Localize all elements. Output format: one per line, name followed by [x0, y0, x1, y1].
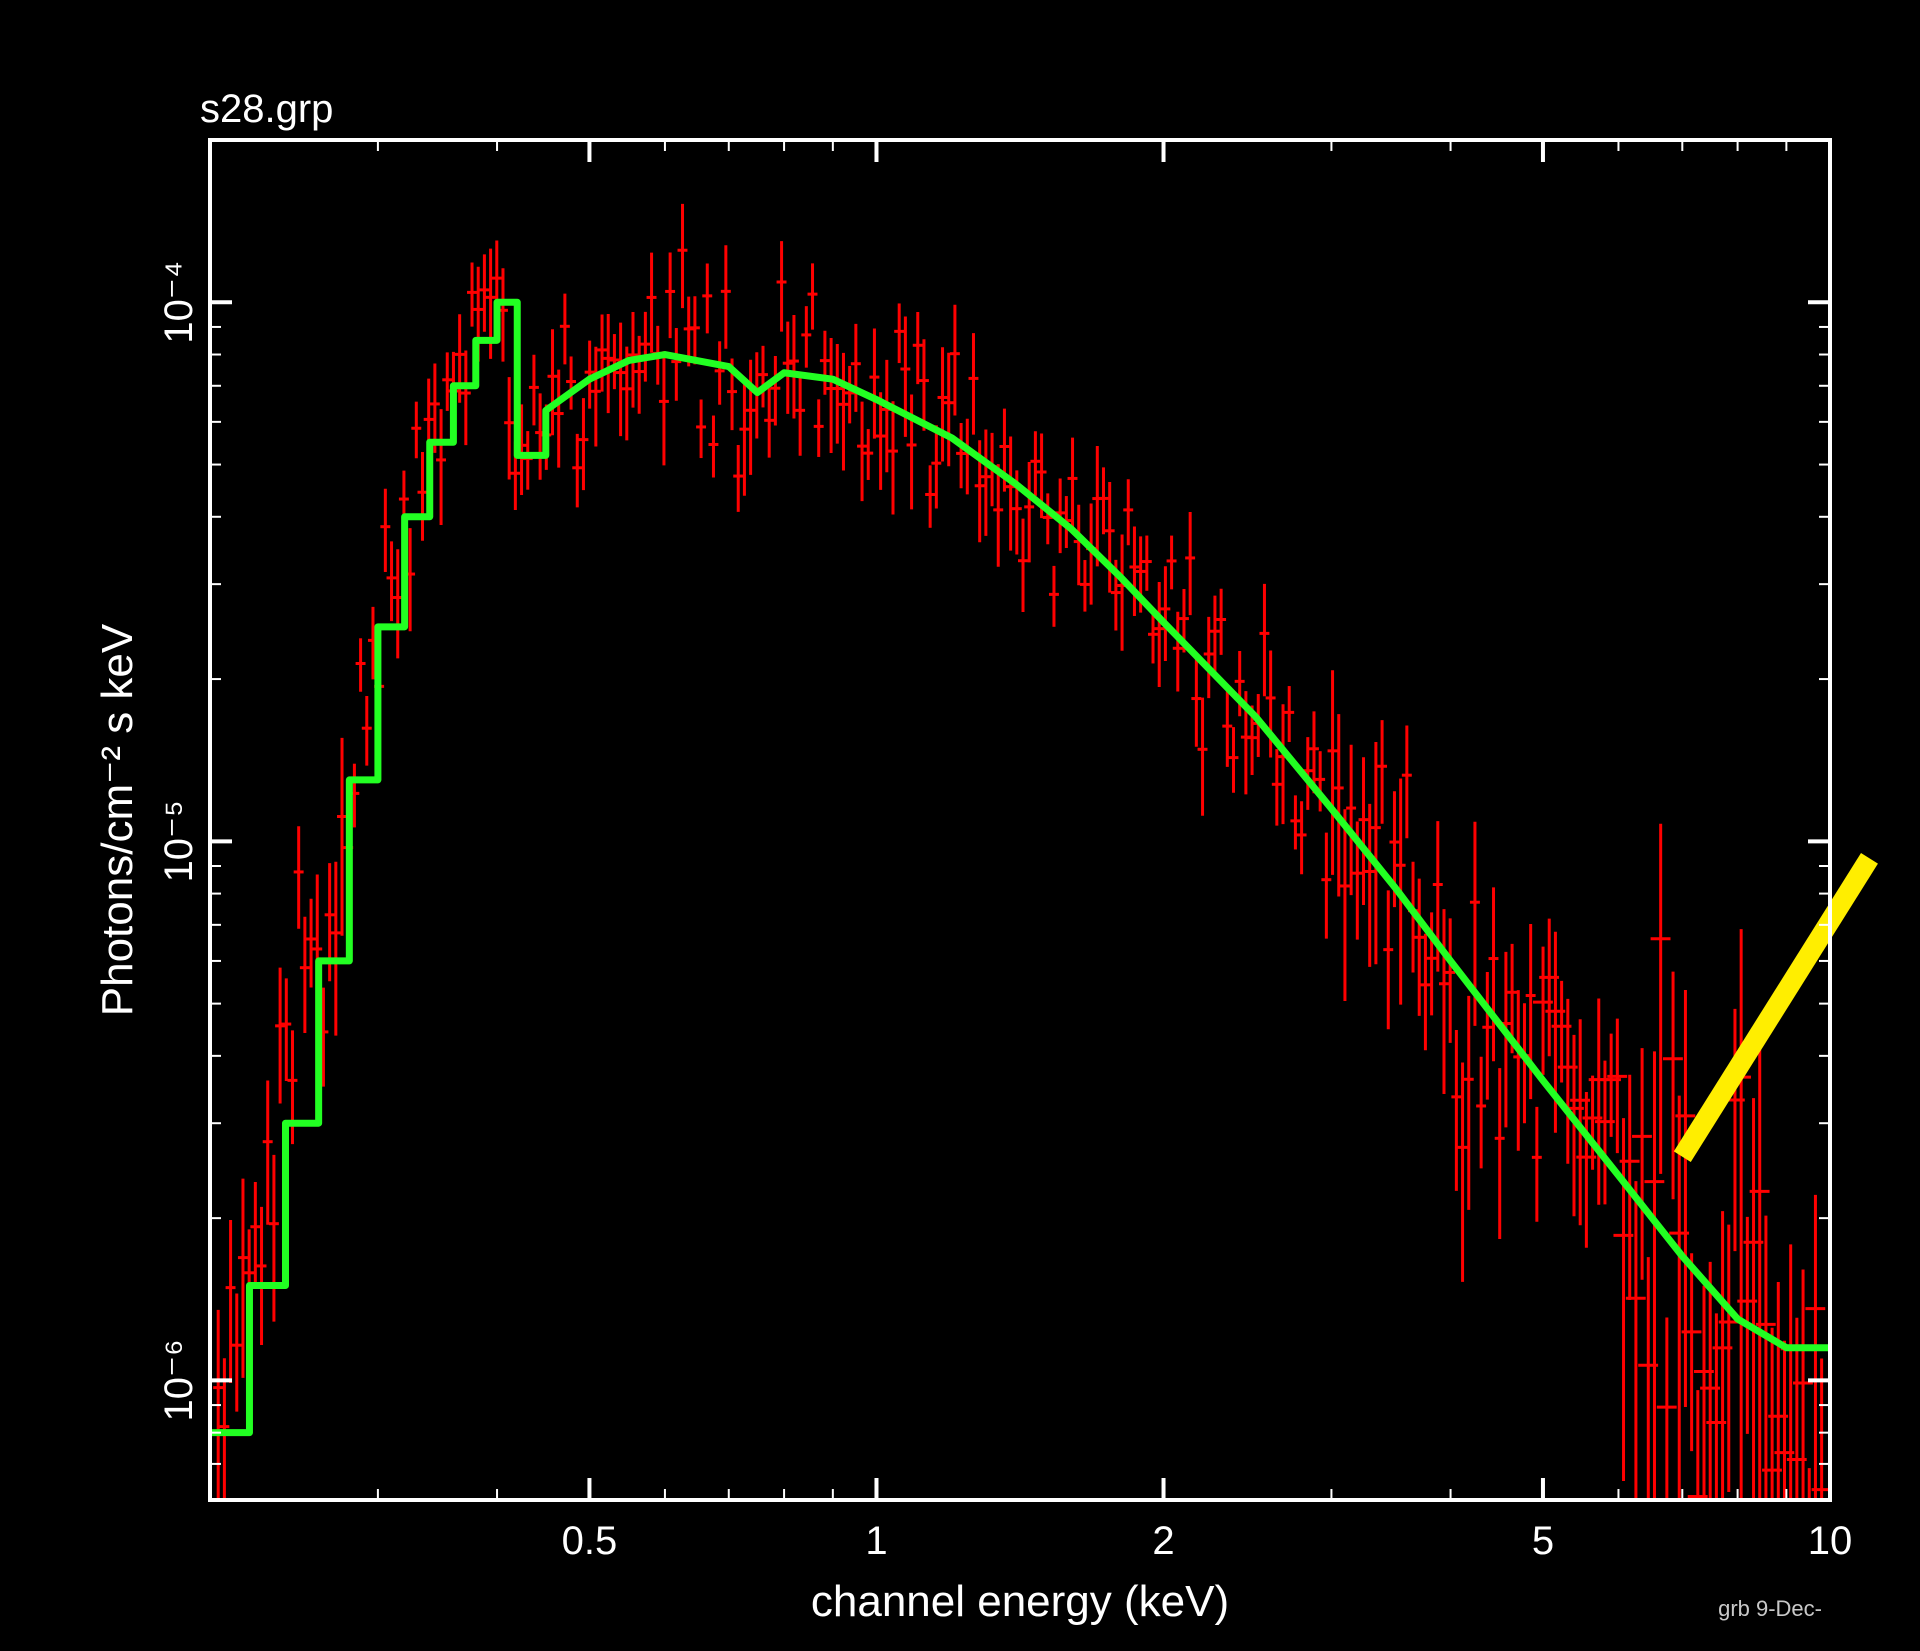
x-tick-label: 10	[1808, 1519, 1853, 1563]
corner-credit: grb 9-Dec-	[1718, 1596, 1822, 1621]
x-axis-label: channel energy (keV)	[811, 1577, 1229, 1626]
x-tick-label: 1	[865, 1519, 887, 1563]
spectrum-plot: 0.5 1 2 5 10 10⁻⁶ 10⁻⁵ 10⁻⁴ s28.grp channel energ…	[0, 0, 1920, 1651]
plot-title: s28.grp	[200, 87, 333, 131]
x-tick-label: 2	[1152, 1519, 1174, 1563]
x-tick-label: 5	[1532, 1519, 1554, 1563]
y-tick-label: 10⁻⁴	[157, 261, 201, 344]
y-tick-label: 10⁻⁶	[157, 1339, 201, 1421]
y-axis-label: Photons/cm⁻² s keV	[93, 623, 142, 1016]
x-tick-label: 0.5	[562, 1519, 618, 1563]
y-tick-label: 10⁻⁵	[157, 800, 201, 882]
